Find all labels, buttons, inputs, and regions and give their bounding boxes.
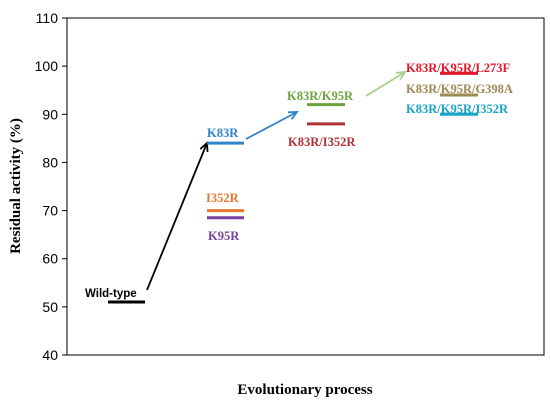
y-tick-label-110: 110: [36, 10, 59, 26]
label-k83r: K83R: [207, 126, 239, 140]
evolution-arrows: [146, 70, 407, 291]
y-tick-label-90: 90: [42, 106, 58, 122]
label-k83r-k95r-i352r: K83R/K95R/I352R: [406, 102, 509, 116]
label-k83r-k95r: K83R/K95R: [287, 89, 354, 103]
y-axis-ticks: 40 50 60 70 80 90 100 110: [35, 10, 67, 363]
arrow-wild-type-to-k83r: [146, 141, 209, 291]
y-tick-label-80: 80: [42, 154, 58, 170]
label-k95r: K95R: [208, 229, 240, 243]
label-k83r-i352r: K83R/I352R: [288, 135, 356, 149]
y-axis-title: Residual activity (%): [8, 118, 24, 254]
mutant-marks: Wild-type K83R I352R K95R K83R/K95R K83R/I352…: [85, 61, 513, 304]
arrow-k83r-k95r-to-k83r-k95r-l273f: [365, 70, 407, 97]
label-i352r: I352R: [206, 191, 240, 205]
plot-frame: [66, 17, 545, 356]
label-k83r-k95r-l273f: K83R/K95R/L273F: [406, 61, 511, 75]
label-k83r-k95r-g398a: K83R/K95R/G398A: [406, 82, 513, 96]
y-tick-label-70: 70: [42, 203, 58, 219]
arrow-k83r-to-k83r-k95r: [245, 111, 299, 140]
y-tick-label-60: 60: [42, 251, 58, 267]
x-axis-title: Evolutionary process: [237, 382, 372, 398]
y-tick-label-50: 50: [42, 299, 58, 315]
label-wild-type: Wild-type: [85, 288, 137, 300]
y-tick-label-100: 100: [35, 58, 59, 74]
y-tick-label-40: 40: [42, 347, 58, 363]
